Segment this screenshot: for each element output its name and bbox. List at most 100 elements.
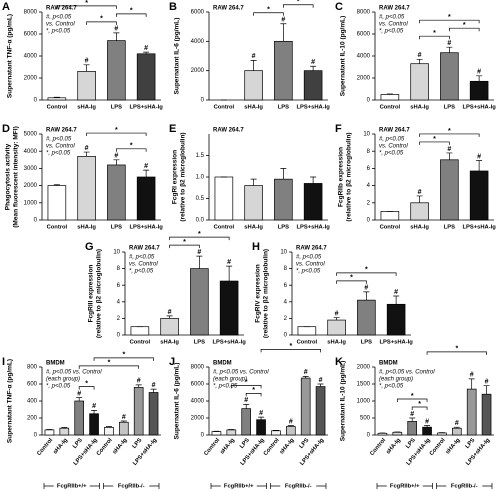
y-axis-label: Supernatant IL-10 (pg/mL) bbox=[340, 361, 347, 442]
panel-letter: J bbox=[169, 356, 175, 368]
y-tick-label: 0 bbox=[367, 98, 371, 104]
y-tick-label: 6000 bbox=[191, 382, 205, 388]
x-tick-label: sHA-Ig bbox=[52, 437, 69, 456]
bar bbox=[452, 427, 462, 436]
bar bbox=[481, 393, 492, 436]
panel-letter: I bbox=[2, 356, 5, 368]
error-bar bbox=[226, 265, 233, 282]
x-tick-label: Control bbox=[214, 225, 235, 231]
error-bar bbox=[250, 178, 257, 186]
significance-bracket bbox=[230, 385, 262, 389]
y-axis-label: Supernatant TNF-α (pg/mL) bbox=[7, 359, 14, 443]
y-tick-label: 6 bbox=[367, 166, 371, 172]
significance-note: *, p<0.05 bbox=[213, 384, 238, 390]
bracket-label: * bbox=[463, 22, 466, 29]
significance-note: *, p<0.05 bbox=[296, 269, 321, 275]
x-tick-label: LPS+sHA-Ig bbox=[129, 225, 163, 231]
significance-bracket bbox=[426, 351, 487, 355]
bracket-label: * bbox=[267, 7, 270, 14]
error-bar bbox=[120, 420, 127, 423]
bar bbox=[211, 431, 222, 436]
significance-note: #, p<0.05 bbox=[296, 255, 322, 261]
y-tick-label: 8 bbox=[367, 149, 371, 155]
x-tick-label: LPS bbox=[278, 105, 289, 111]
y-tick-label: 2000 bbox=[357, 365, 371, 371]
significance-mark: # bbox=[77, 390, 81, 397]
error-bar bbox=[196, 255, 203, 269]
bracket-label: * bbox=[122, 352, 125, 359]
significance-bracket bbox=[245, 393, 262, 397]
bracket-label: * bbox=[433, 136, 436, 143]
significance-mark: # bbox=[197, 249, 201, 256]
significance-mark: # bbox=[319, 377, 323, 384]
y-tick-label: 3000 bbox=[24, 166, 38, 172]
significance-bracket bbox=[116, 148, 147, 152]
significance-mark: # bbox=[477, 154, 481, 161]
significance-mark: # bbox=[311, 59, 315, 66]
error-bar bbox=[302, 376, 309, 379]
x-tick-label: LPS+sHA-Ig bbox=[379, 340, 413, 346]
y-tick-label: 0 bbox=[367, 433, 371, 439]
bar bbox=[274, 178, 293, 221]
significance-mark: # bbox=[244, 397, 248, 404]
bar bbox=[440, 159, 459, 221]
y-tick-label: 0 bbox=[201, 433, 205, 439]
error-bar bbox=[446, 152, 453, 160]
x-tick-label: Control bbox=[36, 437, 54, 457]
bar bbox=[47, 97, 67, 101]
bracket-label: * bbox=[411, 393, 414, 400]
bracket-label: * bbox=[433, 30, 436, 37]
group-label: FcgRIIb-/- bbox=[118, 484, 145, 490]
significance-mark: # bbox=[227, 259, 231, 266]
bracket-label: * bbox=[85, 380, 88, 387]
y-tick-label: 200 bbox=[27, 416, 38, 422]
bracket-label: * bbox=[350, 275, 353, 282]
error-bar bbox=[310, 176, 317, 184]
x-tick-label: Control bbox=[429, 437, 447, 457]
bracket-label: * bbox=[198, 231, 201, 238]
bar bbox=[422, 426, 432, 436]
significance-note: #, p<0.05 bbox=[46, 15, 72, 21]
x-tick-label: sHA-Ig bbox=[279, 437, 296, 456]
bracket-label: * bbox=[289, 343, 292, 350]
significance-mark: # bbox=[114, 26, 118, 33]
significance-mark: # bbox=[304, 369, 308, 376]
bar bbox=[214, 176, 234, 221]
y-tick-label: 4000 bbox=[357, 54, 371, 60]
error-bar bbox=[483, 385, 490, 395]
y-tick-label: 10 bbox=[363, 132, 370, 138]
error-bar bbox=[280, 168, 287, 180]
error-bar bbox=[143, 169, 150, 177]
bracket-label: * bbox=[448, 14, 451, 21]
x-tick-label: LPS bbox=[278, 225, 289, 231]
bar bbox=[74, 400, 84, 436]
bar bbox=[469, 170, 489, 221]
cell-line-label: RAW 264.7 bbox=[46, 128, 77, 134]
bar bbox=[469, 80, 489, 101]
significance-note: *, p<0.05 bbox=[129, 269, 154, 275]
y-axis-label: Supernatant IL-6 (pg/mL) bbox=[174, 18, 181, 95]
significance-mark: # bbox=[259, 410, 263, 417]
significance-mark: # bbox=[85, 58, 89, 65]
significance-bracket bbox=[419, 35, 450, 40]
error-bar bbox=[476, 75, 483, 82]
error-bar bbox=[83, 64, 90, 72]
x-tick-label: sHA-Ig bbox=[160, 340, 179, 346]
y-tick-label: 10 bbox=[280, 250, 287, 256]
error-bar bbox=[53, 184, 60, 186]
y-axis-label: (relative to β2 microglobulin) bbox=[346, 132, 353, 221]
y-tick-label: 4 bbox=[117, 299, 121, 305]
bracket-label: * bbox=[365, 267, 368, 274]
x-tick-label: sHA-Ig bbox=[112, 437, 129, 456]
significance-mark: # bbox=[252, 53, 256, 60]
y-tick-label: 0 bbox=[34, 98, 38, 104]
significance-note: #, p<0.05 bbox=[46, 137, 72, 143]
y-tick-label: 8 bbox=[284, 266, 288, 272]
significance-bracket bbox=[56, 5, 117, 9]
error-bar bbox=[135, 384, 142, 388]
panel-letter: K bbox=[335, 356, 343, 368]
y-tick-label: 5000 bbox=[24, 132, 38, 138]
error-bar bbox=[386, 93, 393, 95]
bar bbox=[303, 183, 323, 221]
significance-mark: # bbox=[447, 40, 451, 47]
